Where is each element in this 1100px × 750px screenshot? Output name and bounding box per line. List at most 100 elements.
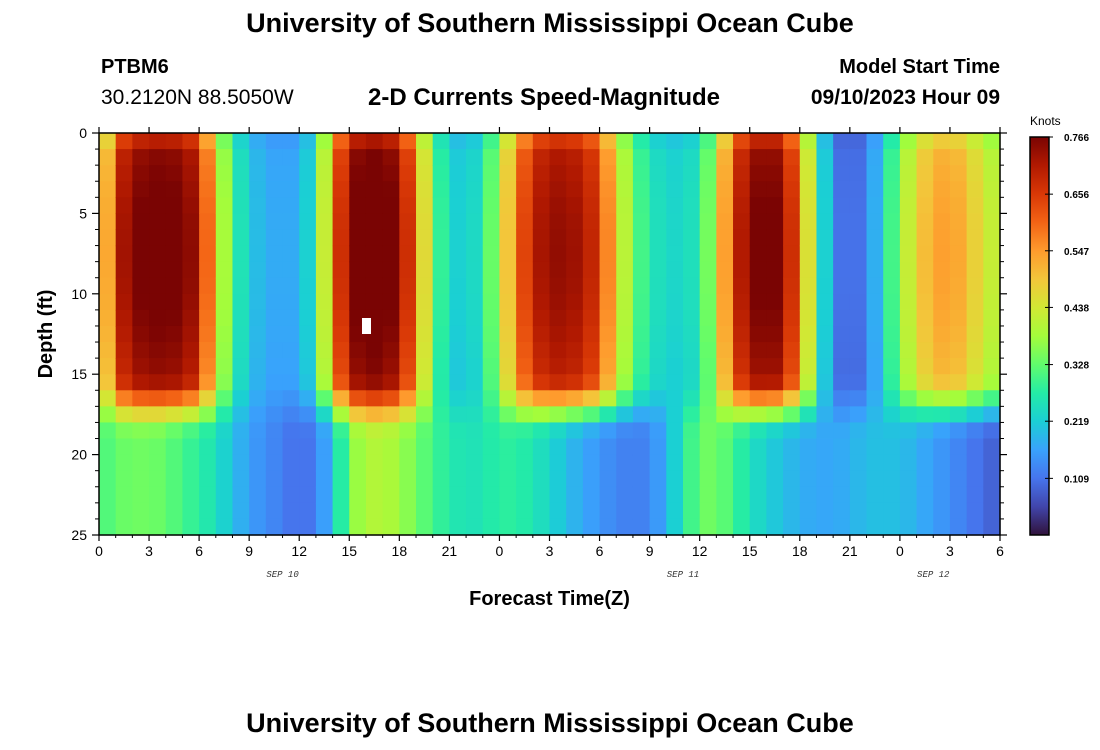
heatmap-cell — [699, 502, 717, 520]
heatmap-cell — [165, 486, 184, 504]
date-label: SEP 10 — [266, 570, 299, 580]
heatmap-cell — [232, 261, 250, 279]
heatmap-cell — [299, 502, 317, 520]
heatmap-cell — [949, 325, 968, 343]
heatmap-cell — [165, 309, 184, 327]
heatmap-cell — [816, 261, 834, 279]
heatmap-cell — [182, 374, 200, 391]
heatmap-cell — [149, 277, 167, 295]
heatmap-cell — [966, 325, 984, 343]
heatmap-cell — [666, 374, 684, 391]
heatmap-cell — [816, 197, 834, 214]
heatmap-cell — [566, 309, 584, 327]
heatmap-cell — [516, 502, 534, 520]
heatmap-cell — [265, 277, 284, 295]
heatmap-cell — [249, 390, 267, 407]
heatmap-cell — [816, 406, 834, 424]
heatmap-cell — [132, 181, 150, 198]
heatmap-cell — [799, 149, 818, 166]
heatmap-cell — [783, 245, 801, 263]
heatmap-cell — [666, 358, 684, 375]
heatmap-cell — [416, 181, 434, 198]
heatmap-cell — [382, 470, 400, 488]
heatmap-cell — [899, 261, 918, 279]
heatmap-cell — [332, 213, 350, 231]
heatmap-cell — [549, 181, 567, 198]
heatmap-cell — [949, 133, 968, 150]
heatmap-cell — [466, 181, 484, 198]
heatmap-cell — [299, 165, 317, 182]
heatmap-cell — [949, 342, 968, 359]
heatmap-cell — [399, 470, 417, 488]
heatmap-cell — [966, 213, 984, 231]
heatmap-cell — [399, 502, 417, 520]
x-tick-label: 9 — [646, 543, 654, 559]
heatmap-cell — [315, 518, 334, 536]
heatmap-cell — [566, 197, 584, 214]
heatmap-cell — [666, 390, 684, 407]
heatmap-cell — [649, 438, 667, 456]
heatmap-cell — [265, 229, 284, 247]
heatmap-cell — [866, 213, 884, 231]
heatmap-cell — [282, 422, 300, 440]
heatmap-cell — [749, 438, 768, 456]
heatmap-cell — [332, 358, 350, 375]
heatmap-cell — [916, 213, 934, 231]
heatmap-cell — [399, 277, 417, 295]
heatmap-cell — [983, 358, 1001, 375]
heatmap-cell — [816, 374, 834, 391]
heatmap-cell — [282, 374, 300, 391]
heatmap-cell — [532, 229, 551, 247]
colorbar-tick-label: 0.766 — [1064, 133, 1089, 144]
heatmap-cell — [149, 374, 167, 391]
heatmap-cell — [599, 502, 617, 520]
heatmap-cell — [766, 454, 784, 472]
heatmap-cell — [449, 245, 467, 263]
heatmap-cell — [99, 454, 117, 472]
heatmap-cell — [766, 518, 784, 536]
heatmap-cell — [432, 325, 450, 343]
heatmap-cell — [849, 229, 868, 247]
heatmap-cell — [666, 518, 684, 536]
heatmap-cell — [315, 502, 334, 520]
heatmap-cell — [432, 309, 450, 327]
heatmap-cell — [849, 470, 868, 488]
heatmap-cell — [182, 197, 200, 214]
heatmap-cell — [966, 245, 984, 263]
heatmap-cell — [849, 261, 868, 279]
heatmap-cell — [482, 422, 501, 440]
heatmap-cell — [632, 390, 651, 407]
heatmap-cell — [499, 245, 517, 263]
heatmap-cell — [866, 470, 884, 488]
x-tick-label: 21 — [842, 543, 858, 559]
heatmap-cell — [699, 486, 717, 504]
heatmap-cell — [983, 374, 1001, 391]
heatmap-cell — [399, 358, 417, 375]
heatmap-cell — [382, 261, 400, 279]
heatmap-cell — [165, 197, 184, 214]
heatmap-cell — [783, 293, 801, 311]
heatmap-cell — [582, 502, 601, 520]
heatmap-cell — [516, 325, 534, 343]
heatmap-cell — [833, 342, 851, 359]
heatmap-cell — [699, 181, 717, 198]
heatmap-cell — [516, 486, 534, 504]
heatmap-cell — [132, 213, 150, 231]
heatmap-cell — [883, 325, 901, 343]
heatmap-cell — [115, 518, 133, 536]
heatmap-cell — [816, 133, 834, 150]
heatmap-cell — [716, 165, 734, 182]
heatmap-cell — [399, 133, 417, 150]
heatmap-cell — [949, 245, 968, 263]
heatmap-cell — [866, 309, 884, 327]
heatmap-cell — [833, 261, 851, 279]
heatmap-cell — [966, 261, 984, 279]
heatmap-cell — [349, 181, 367, 198]
heatmap-cell — [516, 277, 534, 295]
heatmap-cell — [799, 406, 818, 424]
heatmap-cell — [949, 454, 968, 472]
heatmap-cell — [382, 342, 400, 359]
heatmap-cell — [482, 229, 501, 247]
heatmap-cell — [282, 325, 300, 343]
heatmap-cell — [299, 277, 317, 295]
